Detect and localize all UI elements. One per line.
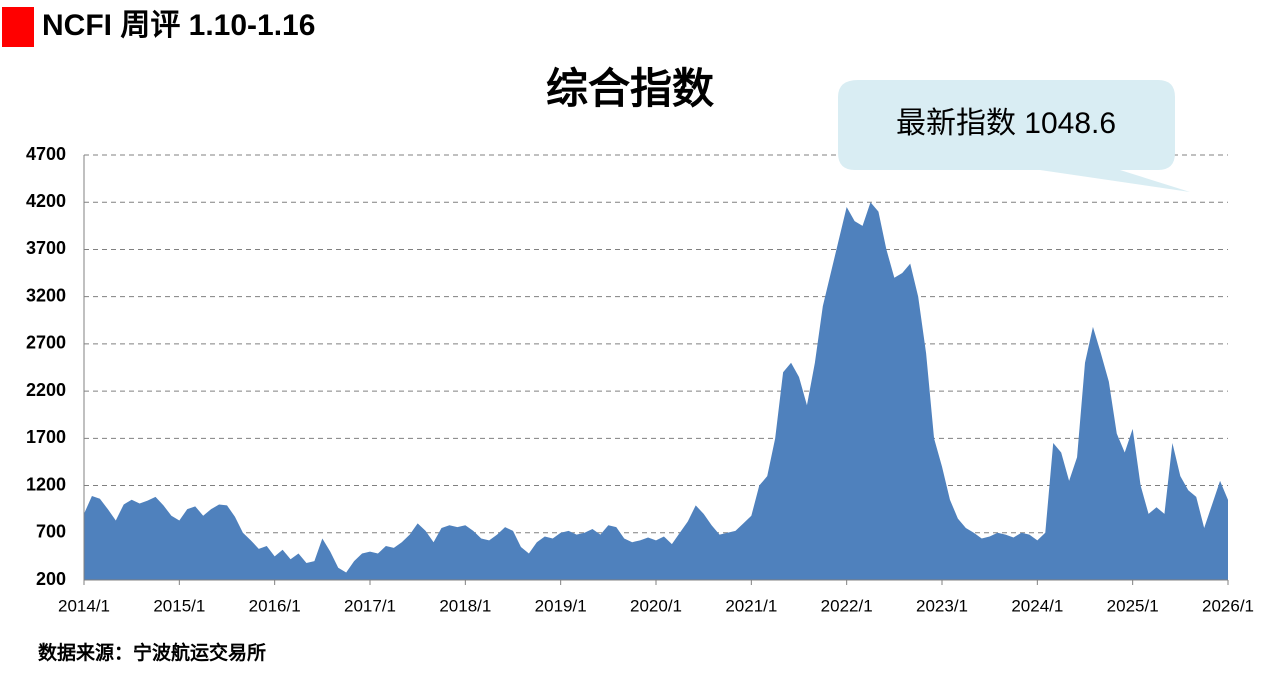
x-tick-label: 2025/1 xyxy=(1107,596,1159,615)
x-tick-label: 2018/1 xyxy=(439,596,491,615)
callout xyxy=(838,80,1190,192)
header: NCFI 周评 1.10-1.16 xyxy=(42,9,315,42)
y-tick-label: 1700 xyxy=(26,427,66,447)
x-tick-label: 2016/1 xyxy=(249,596,301,615)
x-tick-label: 2021/1 xyxy=(725,596,777,615)
y-tick-label: 700 xyxy=(36,522,66,542)
x-tick-label: 2023/1 xyxy=(916,596,968,615)
x-tick-label: 2020/1 xyxy=(630,596,682,615)
plot: 200 700 1200 1700 2200 2700 3200 3700 4200 4700 20… xyxy=(26,144,1254,616)
x-tick-label: 2014/1 xyxy=(58,596,110,615)
y-tick-label: 4200 xyxy=(26,191,66,211)
y-tick-label: 2200 xyxy=(26,380,66,400)
chart-title: 综合指数 xyxy=(546,65,714,112)
x-tick-label: 2019/1 xyxy=(535,596,587,615)
annotation: 最新指数 1048.6 xyxy=(896,107,1116,140)
x-tick-label: 2022/1 xyxy=(821,596,873,615)
y-tick-label: 4700 xyxy=(26,144,66,164)
area xyxy=(84,202,1228,580)
y-tick-label: 3200 xyxy=(26,285,66,305)
x-tick-label: 2015/1 xyxy=(153,596,205,615)
x-tick-label: 2024/1 xyxy=(1011,596,1063,615)
x-tick-label: 2017/1 xyxy=(344,596,396,615)
header-marker xyxy=(2,7,34,47)
y-tick-label: 2700 xyxy=(26,333,66,353)
source: 数据来源：宁波航运交易所 xyxy=(38,641,266,664)
y-tick-label: 3700 xyxy=(26,238,66,258)
x-tick-label: 2026/1 xyxy=(1202,596,1254,615)
y-tick-label: 200 xyxy=(36,569,66,589)
y-tick-label: 1200 xyxy=(26,474,66,494)
